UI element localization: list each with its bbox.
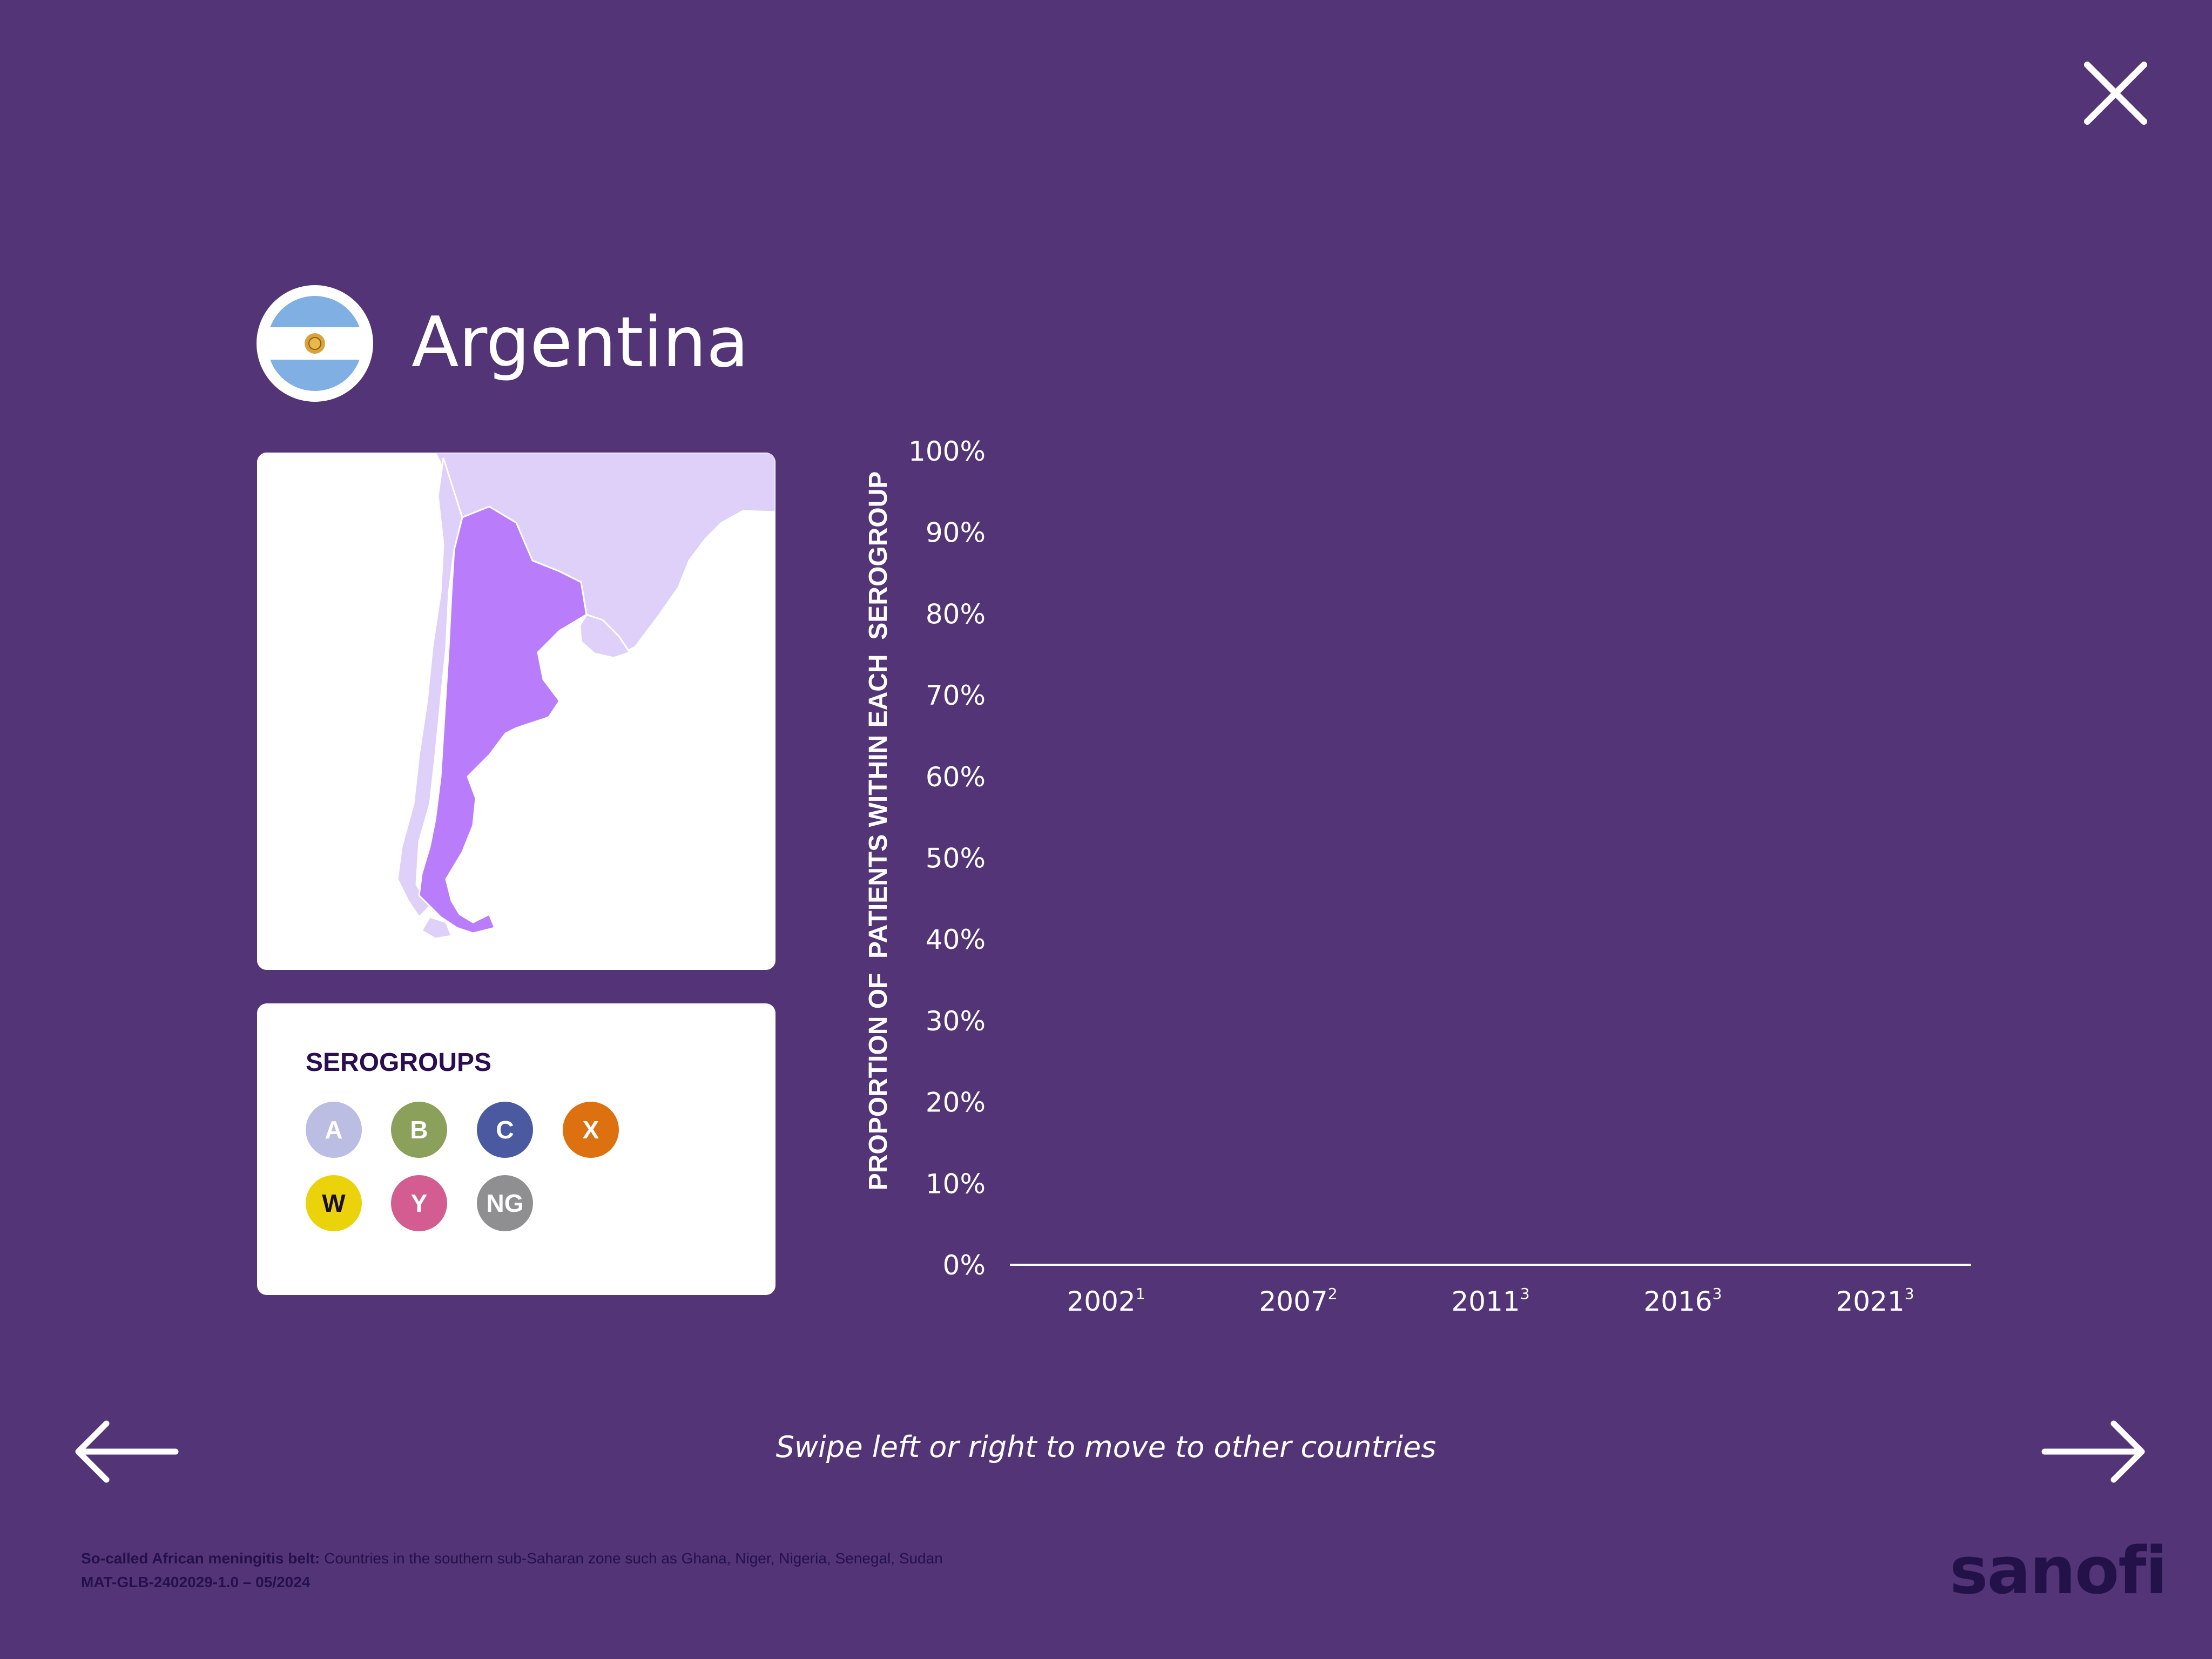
y-tick-label: 70% (926, 680, 986, 711)
y-tick-label: 60% (926, 761, 986, 793)
x-tick-reference: 3 (1712, 1285, 1722, 1303)
serogroup-w-badge: W (306, 1175, 362, 1231)
x-tick-label: 20072 (1259, 1285, 1337, 1317)
sanofi-logo: sanofi (1950, 1534, 2168, 1609)
x-tick-year: 2007 (1259, 1286, 1327, 1317)
y-axis-title: PROPORTION OF PATIENTS WITHIN EACH SEROG… (864, 471, 893, 1191)
serogroup-b-badge: B (391, 1102, 447, 1158)
serogroup-ng-badge: NG (477, 1175, 533, 1231)
y-tick-label: 80% (926, 598, 986, 630)
y-tick-label: 50% (926, 843, 986, 874)
x-tick-year: 2011 (1451, 1286, 1520, 1317)
close-icon (2084, 62, 2147, 125)
legend-title: SEROGROUPS (306, 1048, 492, 1077)
serogroup-x-badge: X (563, 1102, 619, 1158)
x-tick-year: 2016 (1643, 1286, 1712, 1317)
footnote-text: Countries in the southern sub-Saharan zo… (320, 1550, 943, 1567)
argentina-flag-icon (257, 285, 373, 402)
x-tick-year: 2002 (1067, 1286, 1135, 1317)
x-tick-year: 2021 (1836, 1286, 1904, 1317)
serogroup-c-badge: C (477, 1102, 533, 1158)
x-tick-label: 20163 (1643, 1285, 1722, 1317)
x-tick-label: 20113 (1451, 1285, 1529, 1317)
serogroup-legend: SEROGROUPS A B C X W Y NG (257, 1003, 775, 1295)
swipe-hint: Swipe left or right to move to other cou… (775, 1430, 1437, 1464)
footnote-label: So-called African meningitis belt: (81, 1550, 320, 1567)
chart-canvas: 100% 90% 80% 70% 60% 50% 40% 30% 20% 10% 0% PROPORT… (864, 436, 1971, 1317)
document-code: MAT-GLB-2402029-1.0 – 05/2024 (81, 1574, 311, 1590)
previous-country-button[interactable] (73, 1419, 179, 1484)
serogroup-y-badge: Y (391, 1175, 447, 1231)
x-tick-label: 20213 (1836, 1285, 1914, 1317)
country-map (257, 453, 775, 970)
y-tick-label: 100% (908, 436, 986, 467)
y-tick-label: 0% (943, 1250, 986, 1281)
x-tick-reference: 1 (1136, 1285, 1145, 1303)
arrow-left-icon (75, 1420, 179, 1483)
next-country-button[interactable] (2041, 1419, 2147, 1484)
y-tick-label: 90% (926, 517, 986, 549)
footnote: So-called African meningitis belt: Count… (81, 1550, 943, 1567)
x-tick-reference: 3 (1905, 1285, 1914, 1303)
y-tick-label: 10% (926, 1168, 986, 1199)
serogroup-a-badge: A (306, 1102, 362, 1158)
page-title: Argentina (412, 302, 749, 383)
y-tick-label: 20% (926, 1087, 986, 1118)
serogroup-chart: 100% 90% 80% 70% 60% 50% 40% 30% 20% 10% 0% PROPORT… (842, 410, 2009, 1361)
x-tick-reference: 2 (1328, 1285, 1338, 1303)
close-button[interactable] (2082, 59, 2149, 127)
x-tick-reference: 3 (1520, 1285, 1530, 1303)
arrow-right-icon (2041, 1420, 2145, 1483)
y-tick-label: 40% (926, 924, 986, 955)
x-tick-label: 20021 (1067, 1285, 1145, 1317)
y-tick-label: 30% (926, 1006, 986, 1037)
